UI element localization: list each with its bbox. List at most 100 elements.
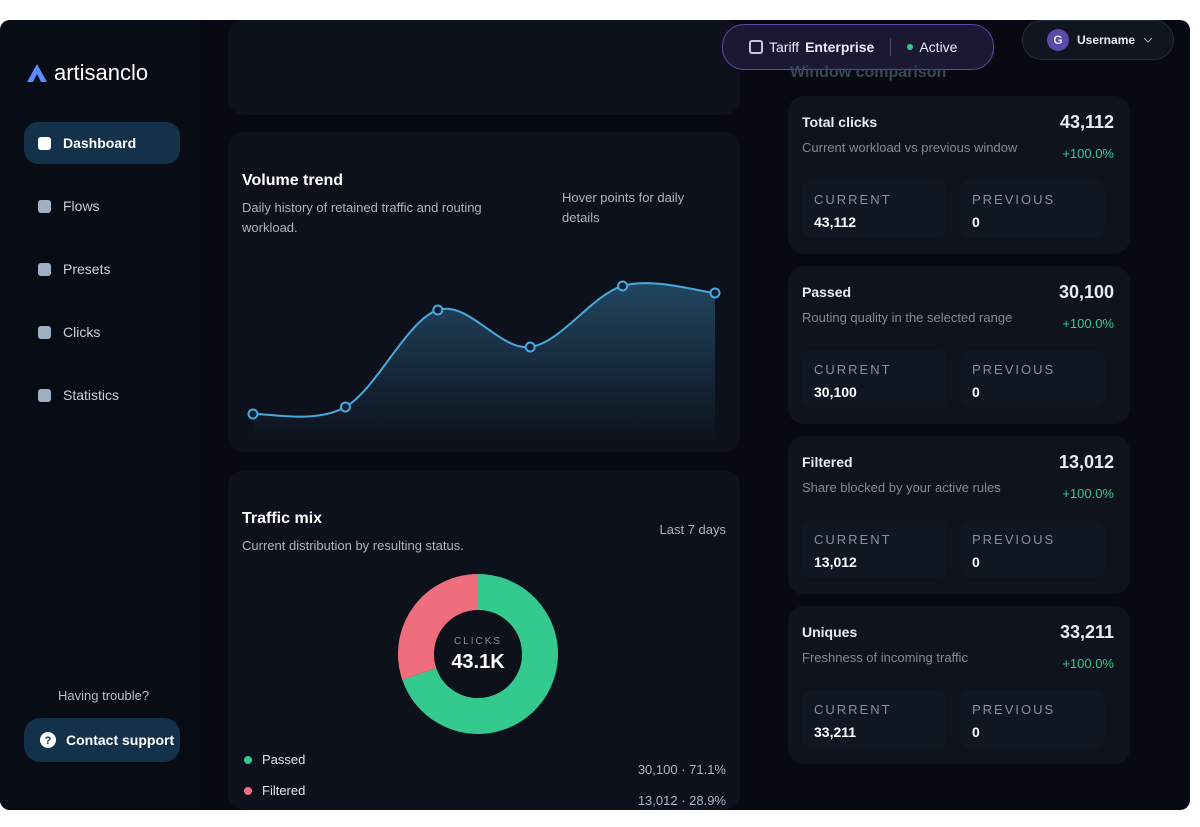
current-label: CURRENT bbox=[814, 192, 892, 207]
nav-item[interactable]: Presets bbox=[24, 248, 180, 290]
point[interactable] bbox=[709, 287, 721, 299]
username: Username bbox=[1077, 33, 1136, 47]
nav-item[interactable]: Clicks bbox=[24, 311, 180, 353]
area bbox=[253, 283, 715, 442]
tariff-name: Enterprise bbox=[805, 39, 875, 55]
current-box: CURRENT 43,112 bbox=[802, 180, 947, 238]
metric-title: Passed bbox=[802, 284, 852, 300]
legend-dot bbox=[244, 787, 252, 795]
status-dot bbox=[907, 44, 914, 50]
nav-label: Dashboard bbox=[63, 135, 137, 151]
legend-dot bbox=[244, 756, 252, 764]
previous-value: 0 bbox=[972, 384, 980, 400]
donut-segment bbox=[398, 574, 479, 680]
metric-card: Filtered 13,012 Share blocked by your acti… bbox=[788, 436, 1130, 594]
center-label: CLICKS bbox=[454, 636, 502, 647]
current-value: 13,012 bbox=[814, 554, 857, 570]
nav-label: Flows bbox=[63, 198, 100, 214]
traffic-card: Traffic mix Current distribution by resul… bbox=[228, 470, 740, 810]
current-box: CURRENT 30,100 bbox=[802, 350, 947, 408]
tariff-icon bbox=[749, 40, 763, 54]
hint: Hover points for daily details bbox=[562, 190, 685, 225]
current-value: 30,100 bbox=[814, 384, 857, 400]
legend-label: Passed bbox=[262, 752, 306, 767]
support-label: Contact support bbox=[66, 732, 175, 748]
point[interactable] bbox=[617, 280, 629, 292]
card-subtitle: Current distribution by resulting status… bbox=[242, 538, 464, 553]
metric-change: +100.0% bbox=[1062, 146, 1114, 161]
card-subtitle: Daily history of retained traffic and ro… bbox=[242, 200, 482, 235]
nav-label: Statistics bbox=[63, 387, 120, 403]
nav-icon bbox=[38, 136, 51, 150]
nav-item[interactable]: Flows bbox=[24, 185, 180, 227]
metric-change: +100.0% bbox=[1062, 486, 1114, 501]
brand-name: artisanclo bbox=[54, 60, 149, 85]
previous-box: PREVIOUS 0 bbox=[960, 690, 1105, 748]
nav-icon bbox=[38, 325, 51, 339]
nav-icon bbox=[38, 388, 51, 402]
donut-chart: CLICKS 43.1K bbox=[398, 574, 558, 734]
card-title: Traffic mix bbox=[242, 510, 323, 527]
point[interactable] bbox=[247, 408, 259, 420]
metric-value: 33,211 bbox=[1059, 622, 1114, 642]
legend-value: 30,100 · 71.1% bbox=[637, 762, 726, 777]
period: Last 7 days bbox=[659, 522, 727, 537]
brand: artisanclo bbox=[26, 60, 148, 86]
previous-label: PREVIOUS bbox=[972, 192, 1056, 207]
current-box: CURRENT 33,211 bbox=[802, 690, 947, 748]
metric-title: Uniques bbox=[802, 624, 858, 640]
nav-label: Clicks bbox=[63, 324, 101, 340]
logo bbox=[27, 64, 47, 82]
metric-value: 30,100 bbox=[1058, 282, 1114, 302]
metric-title: Filtered bbox=[802, 454, 853, 470]
legend-label: Filtered bbox=[262, 783, 306, 798]
previous-label: PREVIOUS bbox=[972, 702, 1056, 717]
help-text: Having trouble? bbox=[58, 688, 150, 703]
legend-value: 13,012 · 28.9% bbox=[637, 793, 726, 808]
line-chart bbox=[247, 280, 721, 442]
chevron bbox=[1143, 37, 1153, 43]
metric-card: Uniques 33,211 Freshness of incoming traff… bbox=[788, 606, 1130, 764]
nav-icon bbox=[38, 262, 51, 276]
tariff-pill[interactable]: Tariff Enterprise Active bbox=[722, 24, 994, 70]
nav-label: Presets bbox=[63, 261, 111, 277]
previous-label: PREVIOUS bbox=[972, 532, 1056, 547]
metric-description: Share blocked by your active rules bbox=[802, 480, 1001, 495]
metric-value: 43,112 bbox=[1059, 112, 1114, 132]
avatar: G bbox=[1047, 29, 1069, 51]
current-box: CURRENT 13,012 bbox=[802, 520, 947, 578]
previous-value: 0 bbox=[972, 214, 980, 230]
tariff-label: Tariff bbox=[769, 39, 800, 55]
card-title: Volume trend bbox=[242, 172, 344, 189]
metric-card: Total clicks 43,112 Current workload vs pr… bbox=[788, 96, 1130, 254]
app: artisanclo Having trouble? ? Contact supp… bbox=[0, 20, 1190, 810]
status: Active bbox=[919, 39, 958, 55]
divider bbox=[890, 38, 892, 56]
top-card bbox=[228, 20, 740, 115]
sidebar: artisanclo Having trouble? ? Contact supp… bbox=[0, 20, 200, 810]
metric-card: Passed 30,100 Routing quality in the selec… bbox=[788, 266, 1130, 424]
point[interactable] bbox=[432, 304, 444, 316]
current-value: 33,211 bbox=[814, 724, 857, 740]
previous-box: PREVIOUS 0 bbox=[960, 180, 1105, 238]
metric-description: Freshness of incoming traffic bbox=[802, 650, 968, 665]
metric-title: Total clicks bbox=[802, 114, 878, 130]
nav-item[interactable]: Dashboard bbox=[24, 122, 180, 164]
current-label: CURRENT bbox=[814, 532, 892, 547]
previous-value: 0 bbox=[972, 724, 980, 740]
user-menu[interactable]: G Username bbox=[1022, 20, 1174, 60]
metric-description: Current workload vs previous window bbox=[802, 140, 1018, 155]
nav-item[interactable]: Statistics bbox=[24, 374, 180, 416]
previous-label: PREVIOUS bbox=[972, 362, 1056, 377]
point[interactable] bbox=[524, 341, 536, 353]
metric-value: 13,012 bbox=[1058, 452, 1114, 472]
previous-box: PREVIOUS 0 bbox=[960, 350, 1105, 408]
point[interactable] bbox=[339, 401, 351, 413]
previous-box: PREVIOUS 0 bbox=[960, 520, 1105, 578]
support-button[interactable]: ? Contact support bbox=[24, 718, 180, 762]
metric-change: +100.0% bbox=[1062, 656, 1114, 671]
volume-card: Volume trend Daily history of retained tr… bbox=[228, 132, 740, 452]
donut-segment bbox=[402, 574, 558, 734]
svg-text:?: ? bbox=[45, 735, 52, 747]
